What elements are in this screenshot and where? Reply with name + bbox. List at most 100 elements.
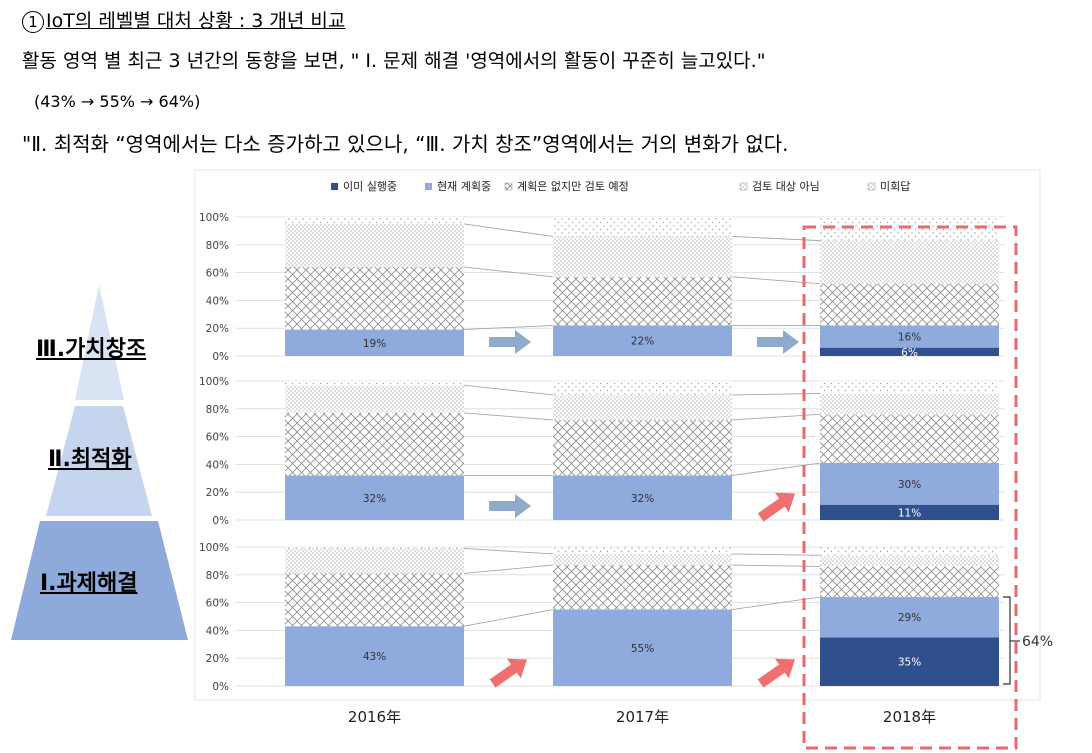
series-connector	[463, 324, 554, 331]
bar-segment	[285, 626, 464, 686]
bar-segment	[553, 236, 732, 277]
series-connector	[463, 412, 554, 421]
bar-segment	[553, 475, 732, 520]
bar-segment	[820, 597, 999, 638]
series-connector	[731, 596, 821, 610]
callout-bracket	[1003, 596, 1011, 685]
y-tick-label: 100%	[199, 212, 229, 224]
heading-text: IoT의 레벨별 대처 상황 : 3 개년 비교	[46, 10, 346, 32]
level-pyramid	[11, 285, 188, 640]
bar-segment	[285, 475, 464, 520]
series-connector	[731, 564, 821, 567]
bar-segment	[820, 566, 999, 598]
y-tick-label: 40%	[206, 295, 229, 307]
legend-label: 현재 계획중	[437, 180, 491, 193]
y-tick-label: 0%	[212, 681, 229, 693]
series-connector	[731, 413, 821, 421]
y-tick-label: 60%	[206, 598, 229, 610]
summary-paragraph-2: (43% → 55% → 64%)	[34, 92, 201, 111]
data-label: 35%	[898, 657, 921, 669]
callout-label: 64%	[1022, 634, 1053, 650]
y-tick-label: 60%	[206, 268, 229, 280]
y-tick-label: 60%	[206, 432, 229, 444]
y-tick-label: 20%	[206, 653, 229, 665]
trend-arrow-flat	[489, 330, 531, 354]
legend-swatch	[331, 183, 338, 190]
bar-segment	[285, 329, 464, 356]
y-tick-label: 40%	[206, 459, 229, 471]
series-connector	[731, 553, 821, 556]
data-label: 32%	[631, 493, 654, 505]
series-connector	[731, 236, 821, 242]
series-connector	[463, 547, 554, 555]
y-tick-label: 100%	[199, 376, 229, 388]
bar-segment	[553, 381, 732, 395]
bar-segment	[553, 217, 732, 237]
bar-segment	[820, 217, 999, 241]
bar-segment	[820, 555, 999, 567]
legend-label: 검토 대상 아님	[752, 180, 820, 193]
pyramid-tier	[46, 406, 152, 516]
trend-arrow-up	[489, 658, 528, 688]
chart-legend: 이미 실행중 현재 계획중 계획은 없지만 검토 예정 검토 대상 아님 미회답	[331, 180, 910, 193]
series-connector	[463, 266, 554, 278]
bar-segment	[553, 394, 732, 420]
series-connector	[731, 393, 821, 396]
bar-segment	[285, 385, 464, 413]
bar-segment	[285, 573, 464, 627]
data-label: 55%	[631, 643, 654, 655]
summary-paragraph-3: "Ⅱ. 최적화 “영역에서는 다소 증가하고 있으나, “Ⅲ. 가치 창조”영역…	[22, 132, 789, 156]
series-connector	[463, 609, 554, 627]
bar-segment	[820, 381, 999, 394]
y-tick-label: 100%	[199, 542, 229, 554]
legend-label: 미회답	[880, 180, 910, 193]
y-tick-label: 80%	[206, 240, 229, 252]
bar-segment	[553, 325, 732, 356]
chart-frame	[194, 169, 1041, 701]
pyramid-tier-label: Ⅲ.가치창조	[36, 337, 147, 362]
x-tick-label: 2018年	[883, 708, 936, 726]
y-tick-label: 0%	[212, 351, 229, 363]
trend-arrow-up	[757, 492, 796, 522]
data-label: 16%	[898, 332, 921, 344]
series-connector	[463, 564, 554, 574]
trend-arrow-flat	[489, 494, 531, 518]
bar-segment	[553, 547, 732, 554]
data-label: 11%	[898, 507, 921, 519]
trend-arrow-flat	[757, 330, 799, 354]
bar-segment	[820, 637, 999, 686]
series-connector	[463, 384, 554, 396]
chart-panel: 0% 20% 40% 60% 80% 100% 19% 22% 6% 16%	[199, 212, 1005, 363]
trend-arrow-up	[757, 658, 796, 688]
data-label: 22%	[631, 336, 654, 348]
page-heading: 1 IoT의 레벨별 대처 상황 : 3 개년 비교	[22, 6, 345, 33]
bar-segment	[553, 609, 732, 686]
bar-segment	[285, 547, 464, 549]
data-label: 6%	[901, 347, 918, 359]
bar-segment	[553, 419, 732, 476]
bar-segment	[553, 553, 732, 566]
y-tick-label: 20%	[206, 487, 229, 499]
bar-segment	[820, 463, 999, 505]
data-label: 29%	[898, 612, 921, 624]
bar-segment	[285, 412, 464, 476]
pyramid-tier-label: Ⅱ.최적화	[48, 447, 132, 472]
heading-number: 1	[22, 11, 44, 33]
pyramid-tier-label: Ⅰ.과제해결	[40, 571, 138, 596]
bar-segment	[553, 276, 732, 326]
chart-panel: 0% 20% 40% 60% 80% 100% 32% 32% 11% 30%	[199, 376, 1005, 527]
y-tick-label: 40%	[206, 625, 229, 637]
bar-segment	[285, 223, 464, 268]
bar-segment	[820, 283, 999, 326]
highlight-2018-box	[802, 225, 1018, 750]
bar-segment	[820, 325, 999, 348]
legend-swatch	[425, 183, 432, 190]
bar-segment	[285, 267, 464, 330]
summary-paragraph-1: 활동 영역 별 최근 3 년간의 동향을 보면, " Ⅰ. 문제 해결 '영역에…	[22, 50, 766, 72]
y-tick-label: 0%	[212, 515, 229, 527]
bar-segment	[285, 381, 464, 386]
data-label: 19%	[363, 338, 386, 350]
data-label: 32%	[363, 493, 386, 505]
series-connector	[731, 462, 821, 476]
